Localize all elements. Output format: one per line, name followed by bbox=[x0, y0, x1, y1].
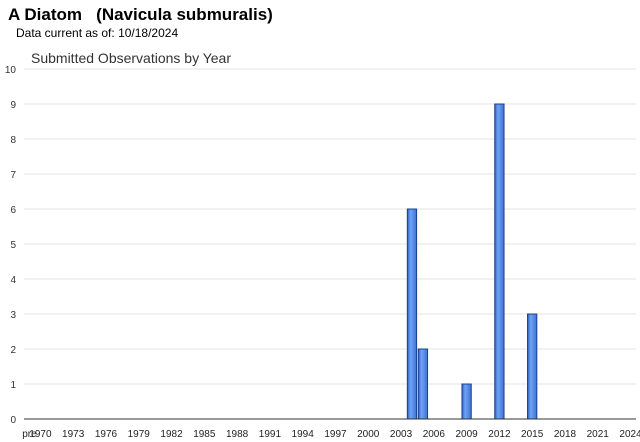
data-current-note: Data current as of: 10/18/2024 bbox=[16, 26, 178, 40]
y-tick-label: 4 bbox=[10, 275, 16, 286]
x-tick-label: pre bbox=[22, 429, 37, 440]
bar-2015 bbox=[527, 313, 538, 420]
y-tick-label: 2 bbox=[10, 345, 16, 356]
y-tick-label: 3 bbox=[10, 310, 16, 321]
bar-2005 bbox=[417, 348, 429, 420]
x-tick-label: 2003 bbox=[390, 429, 413, 440]
x-tick-label: 2006 bbox=[423, 429, 446, 440]
x-tick-label: 2018 bbox=[554, 429, 577, 440]
data-current-date: 10/18/2024 bbox=[118, 26, 179, 40]
data-current-label: Data current as of: bbox=[16, 26, 115, 40]
x-tick-label: 1976 bbox=[95, 429, 118, 440]
bar-2009 bbox=[461, 383, 472, 420]
x-tick-label: 1982 bbox=[160, 429, 183, 440]
x-tick-label: 1973 bbox=[62, 429, 85, 440]
x-tick-label: 2000 bbox=[357, 429, 380, 440]
x-tick-label: 1997 bbox=[324, 429, 347, 440]
y-axis-ticks: 0 1 2 3 4 5 6 7 8 9 10 bbox=[5, 65, 17, 426]
x-tick-label: 1985 bbox=[193, 429, 216, 440]
y-tick-label: 8 bbox=[10, 135, 16, 146]
x-tick-label: 1988 bbox=[226, 429, 249, 440]
x-tick-label: 1994 bbox=[292, 429, 315, 440]
x-tick-label: 2021 bbox=[587, 429, 610, 440]
gridlines bbox=[24, 68, 636, 385]
page-title: A Diatom (Navicula submuralis) bbox=[8, 5, 273, 24]
y-tick-label: 7 bbox=[10, 170, 16, 181]
x-tick-label: 2012 bbox=[488, 429, 511, 440]
bar-2012 bbox=[494, 103, 505, 420]
bar-2004 bbox=[406, 208, 418, 420]
y-tick-label: 9 bbox=[10, 100, 16, 111]
y-tick-label: 1 bbox=[10, 380, 16, 391]
x-tick-label: 2024 bbox=[619, 429, 640, 440]
y-tick-label: 0 bbox=[10, 415, 16, 426]
bars bbox=[406, 103, 538, 420]
y-tick-label: 10 bbox=[5, 65, 17, 76]
x-tick-label: 1979 bbox=[128, 429, 151, 440]
chart-title: Submitted Observations by Year bbox=[31, 50, 231, 66]
x-tick-label: 1991 bbox=[259, 429, 282, 440]
x-tick-label: 2009 bbox=[455, 429, 478, 440]
y-tick-label: 5 bbox=[10, 240, 16, 251]
y-tick-label: 6 bbox=[10, 205, 16, 216]
x-tick-label: 2015 bbox=[521, 429, 544, 440]
x-tick-label: 1970 bbox=[29, 429, 52, 440]
